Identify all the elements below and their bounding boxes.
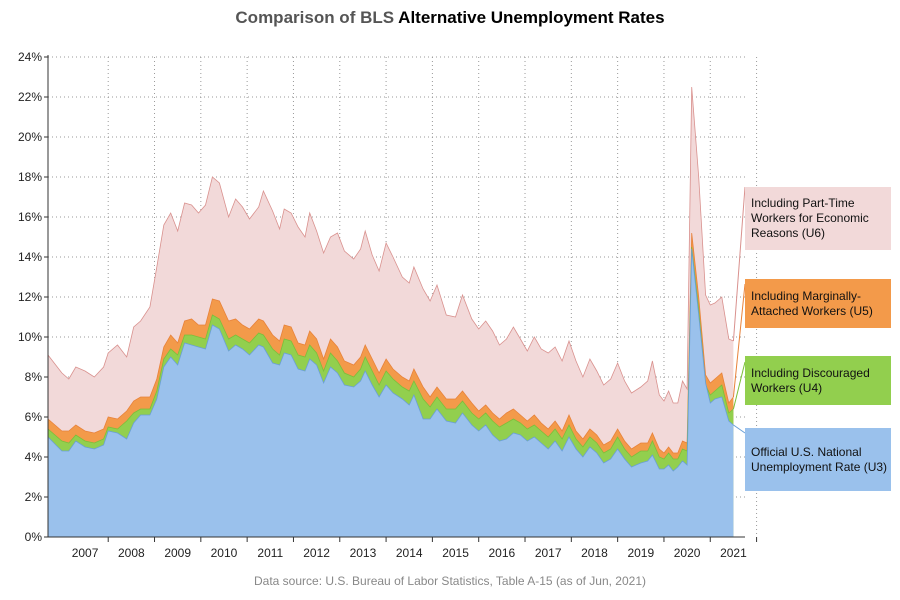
legend-u6: Including Part-Time Workers for Economic… [745, 187, 891, 250]
area-layers [47, 86, 734, 537]
y-tick-label: 10% [18, 330, 42, 344]
legend-u5: Including Marginally-Attached Workers (U… [745, 279, 891, 328]
y-tick-label: 20% [18, 130, 42, 144]
x-tick-label: 2009 [164, 546, 191, 560]
x-tick-label: 2018 [581, 546, 608, 560]
legend-u3-label: Official U.S. National Unemployment Rate… [751, 444, 888, 474]
y-tick-label: 12% [18, 290, 42, 304]
legend-u5-label: Including Marginally-Attached Workers (U… [751, 288, 873, 318]
chart-title: Comparison of BLS Alternative Unemployme… [0, 8, 900, 28]
x-tick-label: 2010 [211, 546, 238, 560]
leader-line-3 [733, 424, 746, 434]
y-tick-label: 2% [25, 490, 43, 504]
x-tick-label: 2011 [257, 546, 283, 560]
x-tick-label: 2015 [442, 546, 469, 560]
legend-u6-label: Including Part-Time Workers for Economic… [751, 196, 869, 240]
chart-title-part2: Alternative Unemployment Rates [398, 8, 665, 27]
legend-leader-lines [732, 186, 746, 434]
leader-line-0 [732, 186, 746, 342]
legend-u4: Including Discouraged Workers (U4) [745, 356, 891, 405]
x-tick-label: 2017 [535, 546, 562, 560]
x-tick-label: 2020 [674, 546, 701, 560]
x-tick-label: 2008 [118, 546, 145, 560]
x-tick-label: 2021 [720, 546, 747, 560]
leader-line-2 [732, 361, 746, 410]
x-tick-label: 2014 [396, 546, 423, 560]
y-tick-label: 4% [25, 450, 43, 464]
axes: 0% 2% 4% 6% 8% 10% 12% 14% 16% 18% 20% 22% 24% 2007 20… [18, 50, 758, 560]
y-tick-label: 14% [18, 250, 42, 264]
legend-u4-label: Including Discouraged Workers (U4) [751, 365, 870, 395]
y-tick-label: 18% [18, 170, 42, 184]
data-source-note: Data source: U.S. Bureau of Labor Statis… [254, 574, 646, 588]
x-tick-label: 2012 [303, 546, 330, 560]
line-series-3 [47, 248, 734, 472]
y-tick-label: 6% [25, 410, 43, 424]
y-tick-label: 24% [18, 50, 42, 64]
x-tick-label: 2019 [627, 546, 654, 560]
leader-line-1 [732, 283, 746, 398]
line-series-1 [47, 232, 734, 454]
x-tick-label: 2007 [72, 546, 99, 560]
line-series-2 [47, 246, 734, 460]
line-series-0 [47, 86, 734, 404]
legend-u3: Official U.S. National Unemployment Rate… [745, 428, 891, 491]
chart-title-part1: Comparison of BLS [235, 8, 395, 27]
y-tick-label: 22% [18, 90, 42, 104]
area-series-3 [48, 249, 734, 537]
x-tick-label: 2013 [350, 546, 377, 560]
y-tick-label: 16% [18, 210, 42, 224]
y-tick-label: 0% [25, 530, 43, 544]
x-tick-label: 2016 [489, 546, 516, 560]
y-tick-label: 8% [25, 370, 43, 384]
